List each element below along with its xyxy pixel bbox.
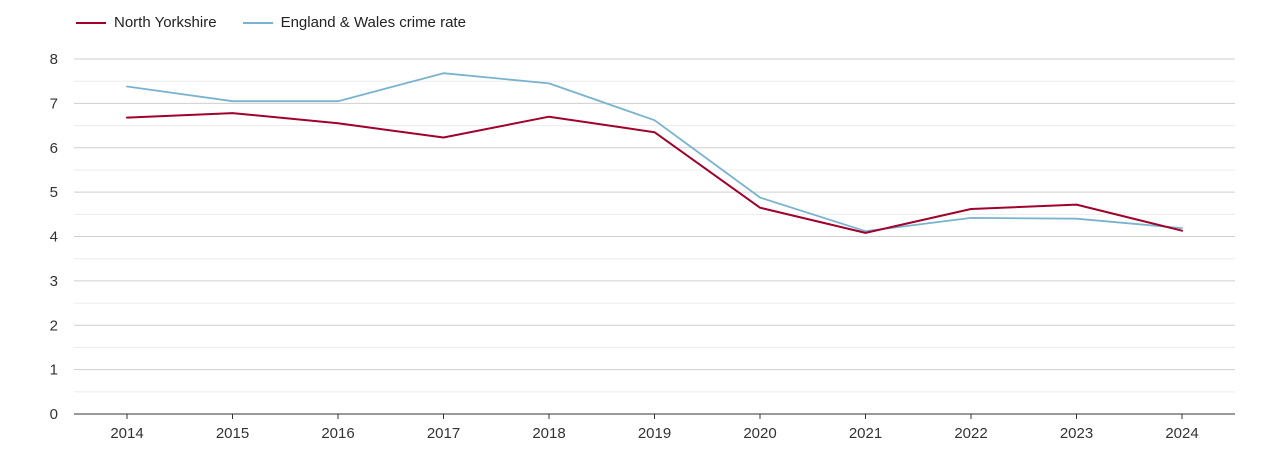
legend-swatch-england-wales: [243, 22, 273, 24]
x-tick-label: 2015: [216, 425, 249, 442]
x-tick-label: 2024: [1165, 425, 1198, 442]
x-tick-label: 2019: [638, 425, 671, 442]
legend-label-england-wales: England & Wales crime rate: [281, 14, 466, 31]
legend: North Yorkshire England & Wales crime ra…: [76, 14, 492, 31]
y-tick-label: 6: [50, 140, 58, 157]
x-tick-label: 2016: [321, 425, 354, 442]
y-tick-label: 4: [50, 229, 58, 246]
x-tick-label: 2020: [743, 425, 776, 442]
x-tick-label: 2014: [110, 425, 143, 442]
legend-label-north-yorkshire: North Yorkshire: [114, 14, 217, 31]
y-tick-label: 7: [50, 95, 58, 112]
y-tick-label: 5: [50, 184, 58, 201]
y-tick-label: 8: [50, 51, 58, 68]
x-tick-label: 2022: [954, 425, 987, 442]
y-tick-label: 2: [50, 317, 58, 334]
legend-item-england-wales[interactable]: England & Wales crime rate: [243, 14, 466, 31]
x-tick-label: 2023: [1060, 425, 1093, 442]
x-tick-label: 2017: [427, 425, 460, 442]
x-tick-label: 2021: [849, 425, 882, 442]
y-tick-label: 3: [50, 273, 58, 290]
legend-swatch-north-yorkshire: [76, 22, 106, 24]
y-tick-label: 1: [50, 362, 58, 379]
legend-item-north-yorkshire[interactable]: North Yorkshire: [76, 14, 217, 31]
x-tick-label: 2018: [532, 425, 565, 442]
series-line-north-yorkshire: [127, 113, 1182, 233]
y-tick-label: 0: [50, 406, 58, 423]
